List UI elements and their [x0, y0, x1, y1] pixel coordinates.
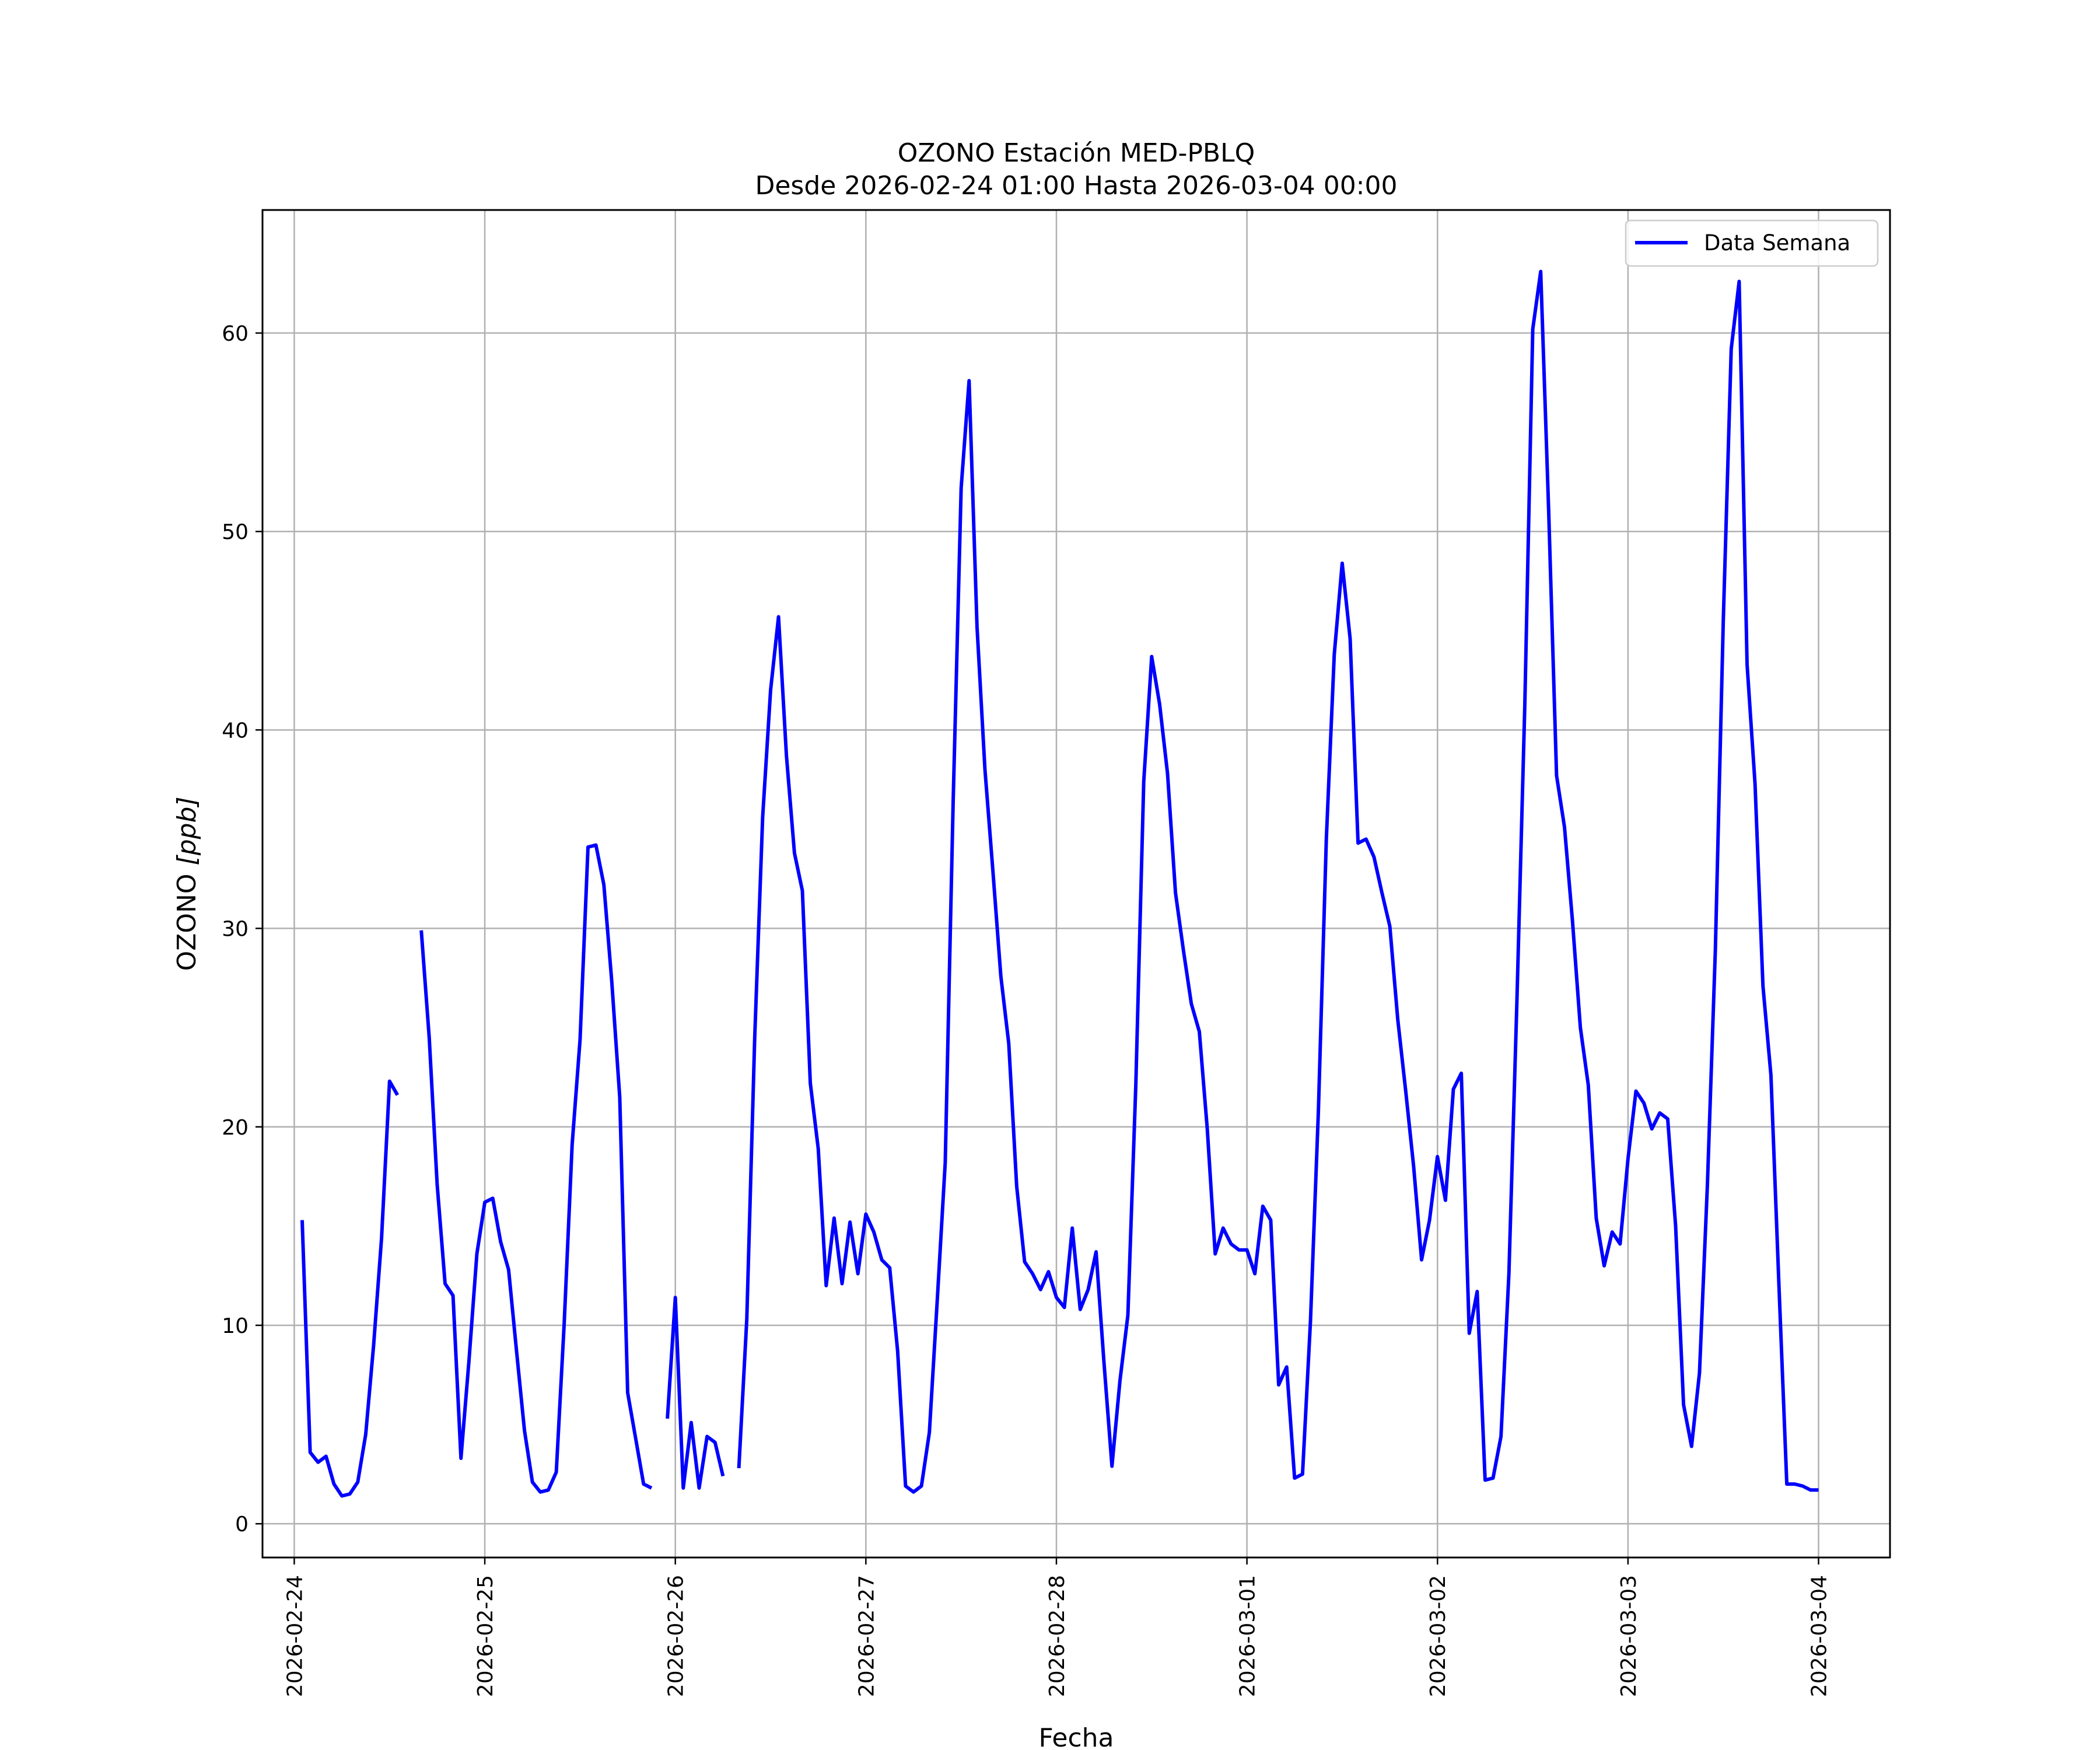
y-tick-label: 10 [222, 1314, 249, 1338]
ozone-series-line [737, 270, 1819, 1494]
y-tick-label: 0 [235, 1513, 249, 1536]
x-tick-label: 2026-03-01 [1236, 1575, 1260, 1697]
x-axis: 2026-02-24 2026-02-25 2026-02-26 2026-02-27… [283, 1558, 1832, 1697]
x-tick-label: 2026-03-02 [1426, 1575, 1450, 1697]
chart-title: OZONO Estación MED-PBLQ [898, 138, 1255, 168]
x-axis-label: Fecha [1038, 1723, 1114, 1750]
legend-box [1625, 219, 1879, 267]
y-tick-label: 50 [222, 520, 249, 544]
x-tick-label: 2026-02-24 [283, 1575, 307, 1697]
x-tick-label: 2026-02-26 [664, 1575, 688, 1697]
legend-label: Data Semana [1704, 230, 1850, 256]
series-layer [300, 270, 1819, 1498]
grid [262, 210, 1890, 1558]
y-axis: 0 10 20 30 40 50 60 [222, 322, 262, 1536]
x-tick-label: 2026-02-28 [1045, 1575, 1069, 1697]
y-tick-label: 60 [222, 322, 249, 346]
y-tick-label: 40 [222, 719, 249, 743]
chart-subtitle: Desde 2026-02-24 01:00 Hasta 2026-03-04 … [755, 171, 1397, 201]
x-tick-label: 2026-02-27 [855, 1575, 878, 1697]
x-tick-label: 2026-02-25 [474, 1575, 498, 1697]
y-axis-label-unit: [ppb] [172, 796, 202, 865]
legend: Data Semana [1625, 219, 1879, 267]
y-axis-label-prefix: OZONO [172, 866, 202, 971]
ozone-series-line [666, 1296, 725, 1490]
y-tick-label: 30 [222, 918, 249, 942]
y-axis-label: OZONO [ppb] [172, 796, 202, 971]
y-tick-label: 20 [222, 1116, 249, 1140]
ozone-series-line [300, 1079, 400, 1498]
ozone-series-line [419, 843, 653, 1494]
x-tick-label: 2026-03-04 [1808, 1575, 1832, 1697]
plot-frame [261, 209, 1891, 1559]
x-tick-label: 2026-03-03 [1617, 1575, 1641, 1697]
